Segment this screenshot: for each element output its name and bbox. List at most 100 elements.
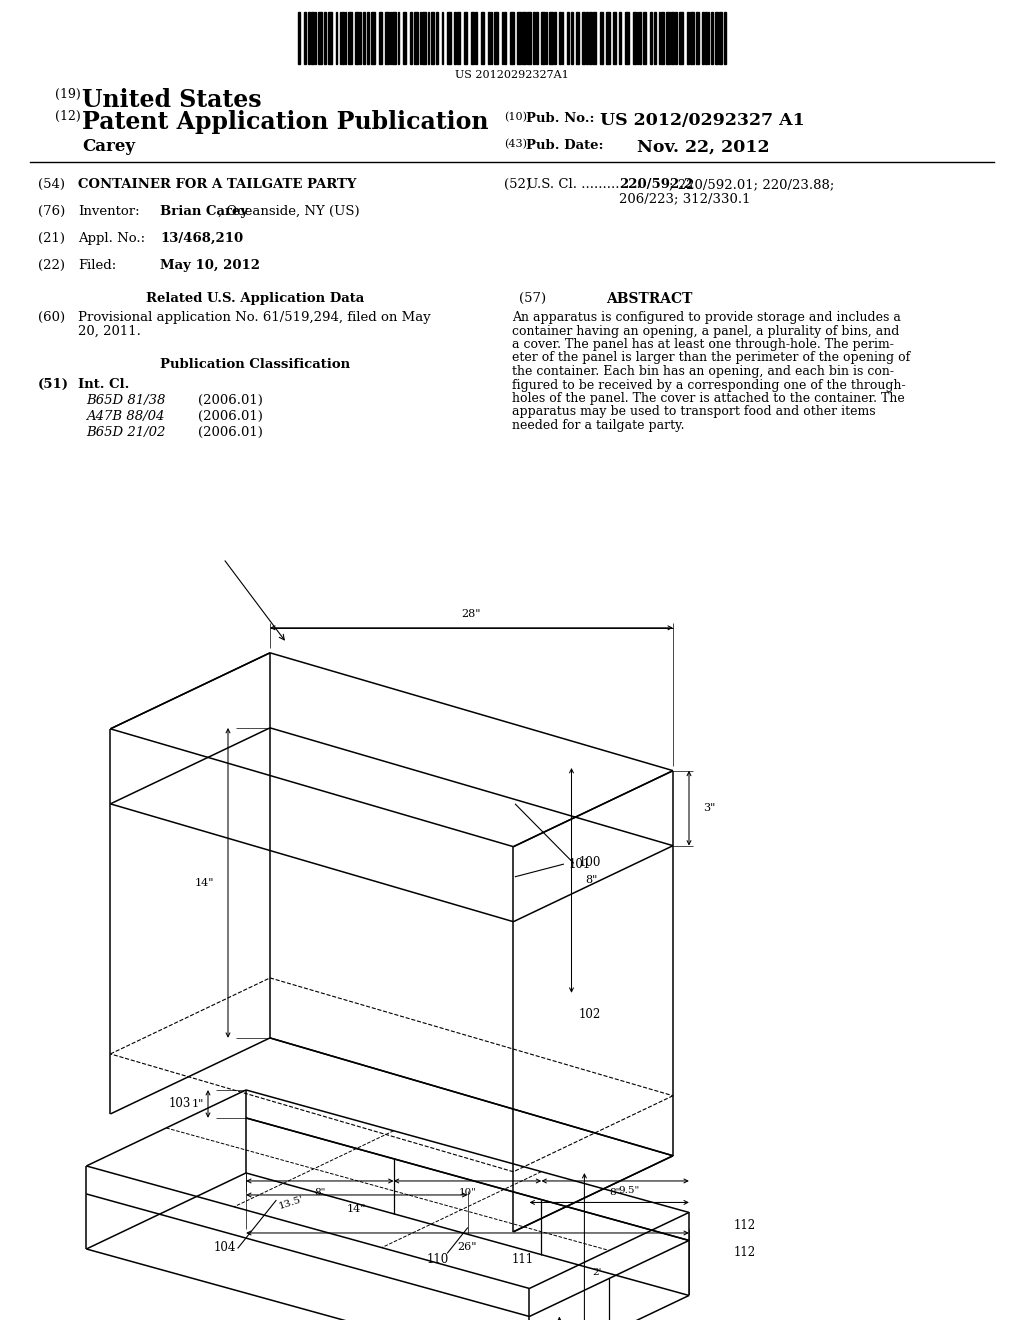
Bar	[536, 12, 538, 63]
Bar	[436, 12, 437, 63]
Bar	[675, 12, 677, 63]
Bar	[487, 12, 489, 63]
Bar	[711, 12, 713, 63]
Bar	[464, 12, 467, 63]
Bar	[379, 12, 382, 63]
Text: 112: 112	[734, 1218, 756, 1232]
Text: holes of the panel. The cover is attached to the container. The: holes of the panel. The cover is attache…	[512, 392, 905, 405]
Text: needed for a tailgate party.: needed for a tailgate party.	[512, 418, 684, 432]
Bar	[510, 12, 513, 63]
Bar	[307, 12, 309, 63]
Bar	[367, 12, 369, 63]
Text: , Oceanside, NY (US): , Oceanside, NY (US)	[218, 205, 359, 218]
Bar	[534, 12, 535, 63]
Bar	[362, 12, 365, 63]
Text: (76): (76)	[38, 205, 66, 218]
Text: (60): (60)	[38, 312, 66, 323]
Text: eter of the panel is larger than the perimeter of the opening of: eter of the panel is larger than the per…	[512, 351, 910, 364]
Text: Inventor:: Inventor:	[78, 205, 139, 218]
Text: 9.5": 9.5"	[618, 1185, 640, 1195]
Text: (52): (52)	[504, 178, 531, 191]
Text: 111: 111	[511, 1253, 534, 1266]
Bar	[340, 12, 341, 63]
Bar	[606, 12, 610, 63]
Text: (54): (54)	[38, 178, 65, 191]
Bar	[447, 12, 451, 63]
Bar	[690, 12, 694, 63]
Bar	[582, 12, 585, 63]
Text: 110: 110	[426, 1253, 449, 1266]
Text: the container. Each bin has an opening, and each bin is con-: the container. Each bin has an opening, …	[512, 366, 894, 378]
Text: Appl. No.:: Appl. No.:	[78, 232, 145, 246]
Bar	[348, 12, 352, 63]
Text: 104: 104	[214, 1242, 236, 1254]
Text: Carey: Carey	[82, 139, 135, 154]
Bar	[414, 12, 418, 63]
Bar	[600, 12, 603, 63]
Bar	[342, 12, 343, 63]
Bar	[549, 12, 553, 63]
Bar	[633, 12, 636, 63]
Bar	[586, 12, 588, 63]
Bar	[410, 12, 412, 63]
Bar	[671, 12, 674, 63]
Text: CONTAINER FOR A TAILGATE PARTY: CONTAINER FOR A TAILGATE PARTY	[78, 178, 356, 191]
Bar	[516, 12, 520, 63]
Text: 20, 2011.: 20, 2011.	[78, 325, 141, 338]
Bar	[654, 12, 655, 63]
Text: (2006.01): (2006.01)	[198, 411, 263, 422]
Text: 101: 101	[568, 858, 591, 871]
Text: May 10, 2012: May 10, 2012	[160, 259, 260, 272]
Bar	[696, 12, 699, 63]
Text: (43): (43)	[504, 139, 527, 149]
Bar	[371, 12, 375, 63]
Bar	[686, 12, 688, 63]
Text: 10": 10"	[459, 1188, 476, 1197]
Text: Patent Application Publication: Patent Application Publication	[82, 110, 488, 135]
Bar	[570, 12, 572, 63]
Text: United States: United States	[82, 88, 261, 112]
Bar	[702, 12, 703, 63]
Text: Int. Cl.: Int. Cl.	[78, 378, 129, 391]
Bar	[457, 12, 460, 63]
Text: 13.5': 13.5'	[278, 1195, 305, 1212]
Text: (57): (57)	[519, 292, 546, 305]
Text: 28": 28"	[462, 609, 481, 619]
Bar	[311, 12, 314, 63]
Text: 220/592.2: 220/592.2	[618, 178, 693, 191]
Bar	[613, 12, 616, 63]
Text: 103: 103	[169, 1097, 191, 1110]
Text: (19): (19)	[55, 88, 81, 102]
Bar	[471, 12, 474, 63]
Text: (10): (10)	[504, 112, 527, 123]
Bar	[719, 12, 722, 63]
Bar	[384, 12, 388, 63]
Bar	[559, 12, 560, 63]
Text: US 20120292327A1: US 20120292327A1	[455, 70, 569, 81]
Text: (22): (22)	[38, 259, 65, 272]
Bar	[504, 12, 506, 63]
Bar	[589, 12, 592, 63]
Text: Nov. 22, 2012: Nov. 22, 2012	[637, 139, 769, 156]
Bar	[494, 12, 498, 63]
Bar	[422, 12, 426, 63]
Text: An apparatus is configured to provide storage and includes a: An apparatus is configured to provide st…	[512, 312, 901, 323]
Bar	[724, 12, 726, 63]
Text: Publication Classification: Publication Classification	[160, 358, 350, 371]
Text: a cover. The panel has at least one through-hole. The perim-: a cover. The panel has at least one thro…	[512, 338, 894, 351]
Text: 8": 8"	[314, 1188, 326, 1197]
Text: figured to be received by a corresponding one of the through-: figured to be received by a correspondin…	[512, 379, 905, 392]
Text: Related U.S. Application Data: Related U.S. Application Data	[145, 292, 365, 305]
Bar	[431, 12, 434, 63]
Text: US 2012/0292327 A1: US 2012/0292327 A1	[600, 112, 805, 129]
Text: B65D 21/02: B65D 21/02	[86, 426, 165, 440]
Text: 14": 14"	[347, 1204, 367, 1214]
Bar	[480, 12, 483, 63]
Text: 100: 100	[579, 857, 601, 870]
Text: (51): (51)	[38, 378, 69, 391]
Text: (2006.01): (2006.01)	[198, 393, 263, 407]
Bar	[650, 12, 652, 63]
Bar	[708, 12, 709, 63]
Bar	[475, 12, 476, 63]
Text: apparatus may be used to transport food and other items: apparatus may be used to transport food …	[512, 405, 876, 418]
